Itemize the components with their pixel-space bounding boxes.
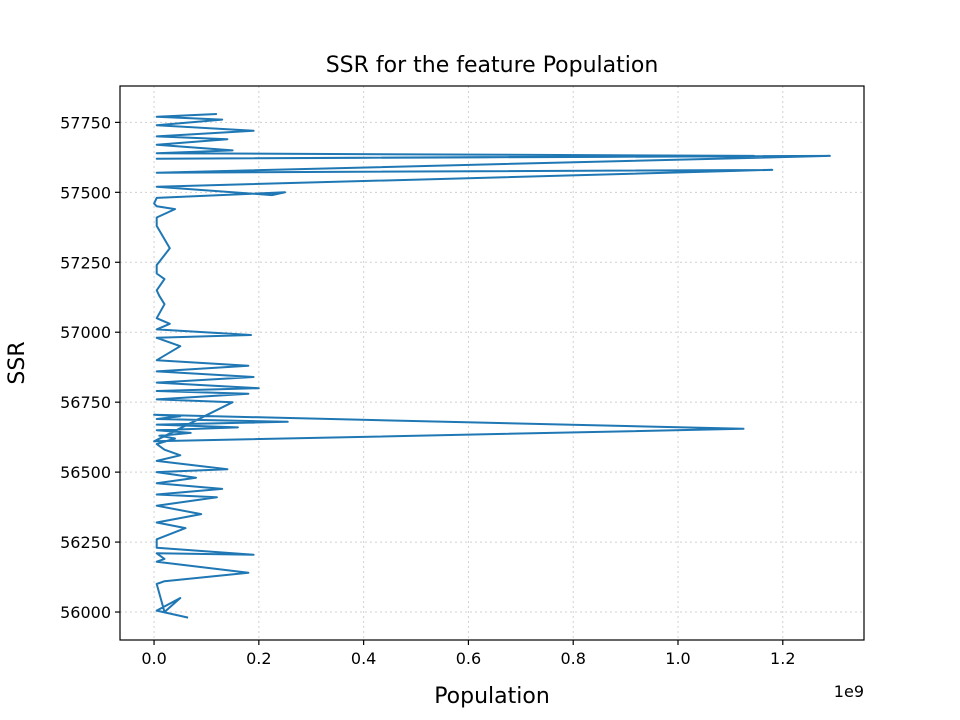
plot-frame bbox=[119, 85, 865, 641]
y-tick-label: 57500 bbox=[60, 183, 111, 202]
series-layer bbox=[153, 113, 831, 619]
x-tick-label: 0.4 bbox=[351, 649, 376, 668]
grid-layer bbox=[120, 86, 864, 640]
y-tick-label: 57250 bbox=[60, 253, 111, 272]
x-tick-label: 0.0 bbox=[141, 649, 166, 668]
y-tick-label: 57000 bbox=[60, 323, 111, 342]
x-tick-label: 0.6 bbox=[456, 649, 481, 668]
y-tick-label: 57750 bbox=[60, 113, 111, 132]
x-axis-label: Population bbox=[434, 684, 550, 709]
x-tick-label: 1.2 bbox=[770, 649, 795, 668]
tick-layer: 0.0 0.2 0.4 0.6 0.8 1.0 1.2 56000 56250 56500 5675… bbox=[60, 113, 795, 668]
y-tick-label: 56000 bbox=[60, 603, 111, 622]
y-tick-label: 56750 bbox=[60, 393, 111, 412]
y-tick-label: 56500 bbox=[60, 463, 111, 482]
y-tick-label: 56250 bbox=[60, 533, 111, 552]
x-tick-label: 0.8 bbox=[560, 649, 585, 668]
series-line bbox=[153, 113, 831, 619]
x-tick-label: 1.0 bbox=[665, 649, 690, 668]
x-tick-label: 0.2 bbox=[246, 649, 271, 668]
x-offset-label: 1e9 bbox=[834, 682, 864, 701]
chart-title: SSR for the feature Population bbox=[326, 53, 659, 78]
y-axis-label: SSR bbox=[5, 341, 30, 384]
